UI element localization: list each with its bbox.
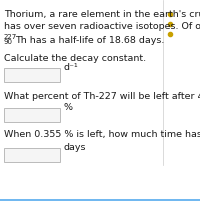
FancyBboxPatch shape <box>4 68 60 82</box>
Text: has over seven radioactive isotopes. Of of these: has over seven radioactive isotopes. Of … <box>4 22 200 31</box>
Text: days: days <box>63 144 86 152</box>
Text: d⁻¹: d⁻¹ <box>63 63 78 73</box>
Text: When 0.355 % is left, how much time has passed?: When 0.355 % is left, how much time has … <box>4 130 200 139</box>
Text: What percent of Th-227 will be left after 43 days?: What percent of Th-227 will be left afte… <box>4 92 200 101</box>
Text: %: % <box>63 104 72 113</box>
FancyBboxPatch shape <box>4 108 60 122</box>
Text: Calculate the decay constant.: Calculate the decay constant. <box>4 54 146 63</box>
Text: 90: 90 <box>4 39 13 45</box>
FancyBboxPatch shape <box>4 148 60 162</box>
Text: Th has a half-life of 18.68 days.: Th has a half-life of 18.68 days. <box>15 36 164 45</box>
Text: 227: 227 <box>4 34 17 40</box>
Text: Thorium, a rare element in the earth's crust,: Thorium, a rare element in the earth's c… <box>4 10 200 19</box>
